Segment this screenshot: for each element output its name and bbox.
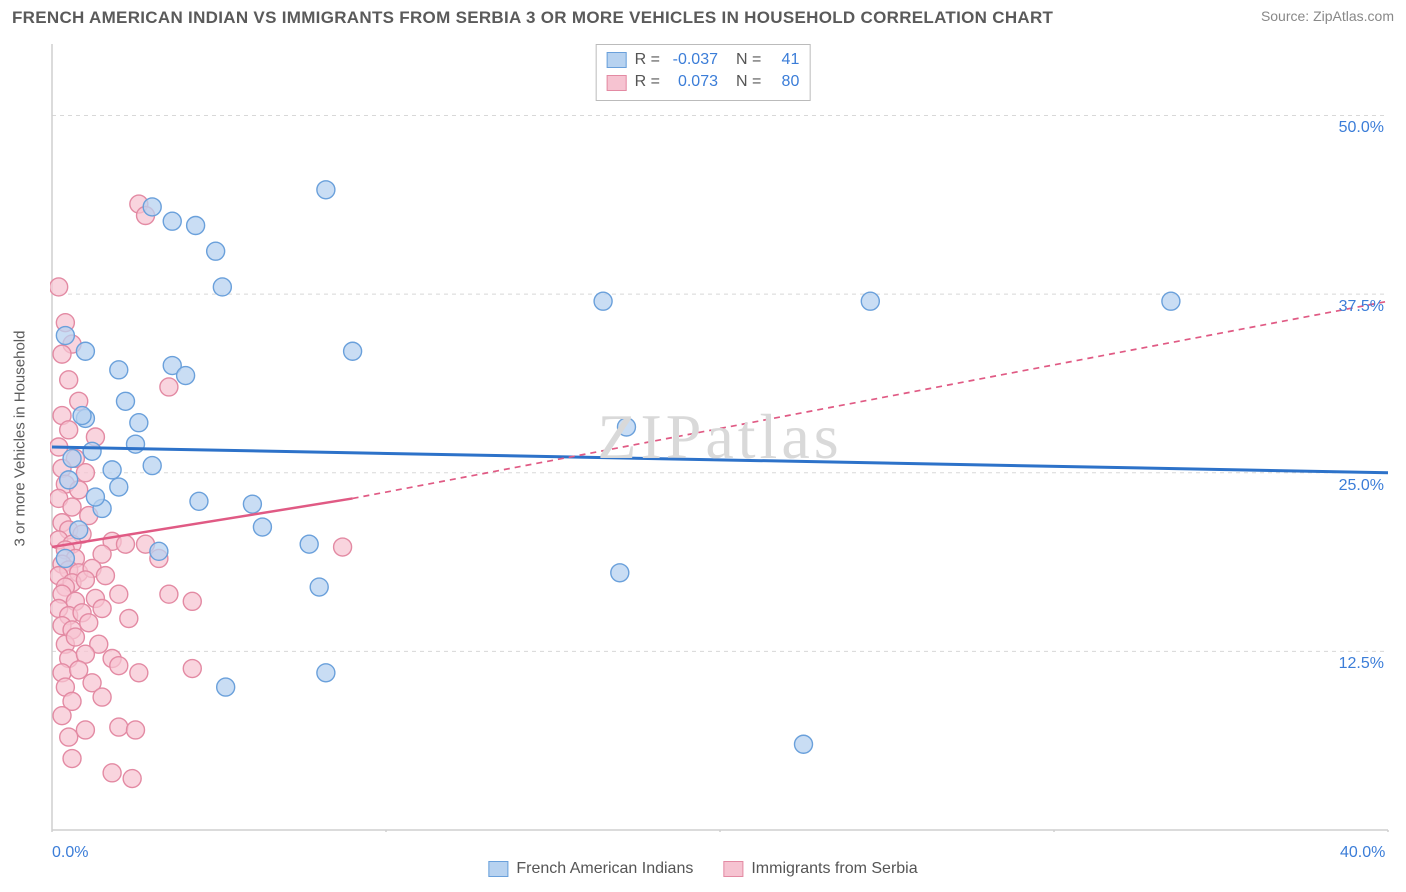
legend-swatch (723, 861, 743, 877)
legend-swatch (488, 861, 508, 877)
stats-legend-row: R = -0.037 N = 41 (607, 49, 800, 71)
y-tick-label: 12.5% (1339, 655, 1384, 673)
chart-area: ZIPatlas (50, 42, 1390, 832)
bottom-legend-item: French American Indians (488, 860, 693, 878)
stats-n-label: N = (736, 71, 761, 93)
legend-swatch (607, 75, 627, 91)
bottom-legend-item: Immigrants from Serbia (723, 860, 917, 878)
source-label: Source: ZipAtlas.com (1261, 8, 1394, 24)
x-tick-label: 0.0% (52, 844, 88, 862)
page-title: FRENCH AMERICAN INDIAN VS IMMIGRANTS FRO… (12, 8, 1053, 28)
y-tick-label: 37.5% (1339, 298, 1384, 316)
legend-swatch (607, 52, 627, 68)
bottom-legend: French American Indians Immigrants from S… (488, 860, 917, 878)
y-tick-label: 25.0% (1339, 477, 1384, 495)
y-axis-label: 3 or more Vehicles in Household (12, 331, 29, 547)
scatter-chart (50, 42, 1390, 832)
stats-n-label: N = (736, 49, 761, 71)
stats-n-value: 80 (769, 71, 799, 93)
stats-r-value: 0.073 (668, 71, 718, 93)
stats-r-value: -0.037 (668, 49, 718, 71)
y-tick-label: 50.0% (1339, 119, 1384, 137)
stats-r-label: R = (635, 49, 660, 71)
stats-r-label: R = (635, 71, 660, 93)
stats-n-value: 41 (769, 49, 799, 71)
legend-label: French American Indians (516, 860, 693, 878)
stats-legend: R = -0.037 N = 41 R = 0.073 N = 80 (596, 44, 811, 101)
stats-legend-row: R = 0.073 N = 80 (607, 71, 800, 93)
x-tick-label: 40.0% (1340, 844, 1385, 862)
legend-label: Immigrants from Serbia (751, 860, 917, 878)
